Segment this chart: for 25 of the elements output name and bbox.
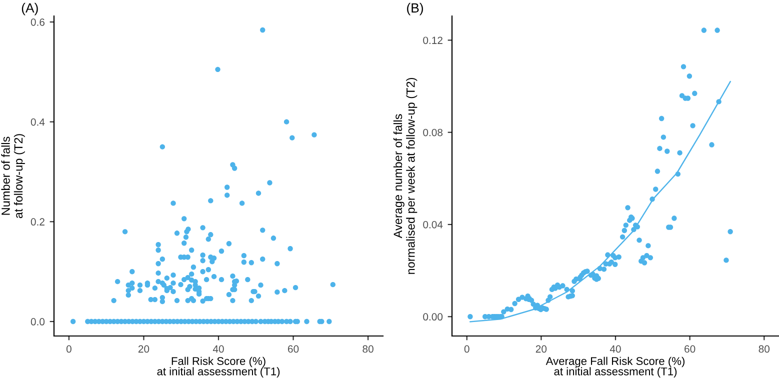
y-tick-label: 0.6 xyxy=(30,18,45,26)
y-tick-label: 0.04 xyxy=(423,220,443,228)
x-tick-label: 0 xyxy=(464,345,470,353)
y-axis-title: Number of falls at follow-up (T2) xyxy=(1,134,25,218)
y-tick-label: 0.00 xyxy=(423,313,443,321)
x-tick-label: 0 xyxy=(66,345,72,353)
x-tick-label: 40 xyxy=(610,345,621,353)
chart-title: (A) xyxy=(22,2,38,16)
y-tick-label: 0.12 xyxy=(423,36,442,44)
x-tick-label: 80 xyxy=(758,345,770,353)
x-axis-title: Average Fall Risk Score (%) at initial assessment (T1) xyxy=(546,356,684,378)
x-tick-label: 60 xyxy=(684,345,696,353)
y-tick-label: 0.0 xyxy=(30,318,45,326)
x-tick-label: 80 xyxy=(362,345,374,353)
y-tick-label: 0.2 xyxy=(30,218,44,226)
x-tick-label: 20 xyxy=(536,345,547,353)
chart-title: (B) xyxy=(407,2,423,16)
y-tick-label: 0.4 xyxy=(30,118,45,126)
y-axis-title: Average number of falls normalised per week at follow-up (T2) xyxy=(393,78,418,274)
y-tick-label: 0.08 xyxy=(423,128,443,136)
x-axis-title: Fall Risk Score (%) at initial assessment (T1) xyxy=(157,356,280,378)
x-tick-label: 20 xyxy=(138,345,150,353)
line-series xyxy=(470,81,731,322)
x-tick-label: 40 xyxy=(212,345,224,353)
x-tick-label: 60 xyxy=(288,345,299,353)
